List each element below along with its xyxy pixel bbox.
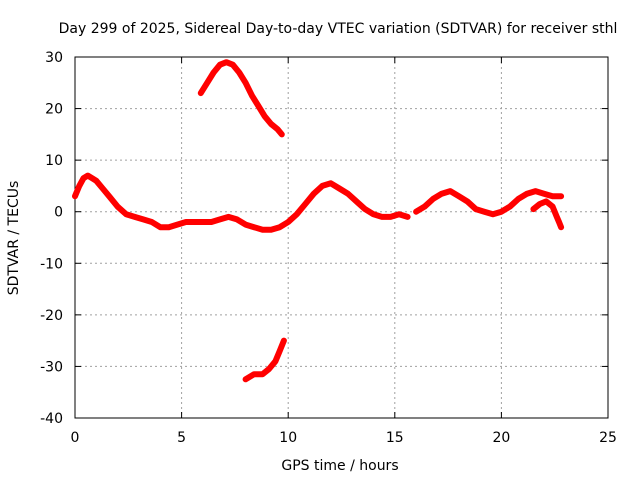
series-line-upper-arc [197,59,285,138]
plot-frame [74,56,609,419]
x-tick-label: 0 [71,430,80,446]
y-tick-labels: -40 -30 -20 -10 0 10 20 30 [40,50,63,427]
y-tick-label: 10 [45,153,63,169]
y-tick-label: -10 [40,256,63,272]
x-axis-label: GPS time / hours [281,458,398,474]
axis-ticks [74,56,609,419]
gridlines [75,57,608,418]
y-tick-label: 0 [54,205,63,221]
y-tick-label: -30 [40,359,63,375]
series-line-main [72,172,411,233]
x-tick-label: 20 [492,430,510,446]
series-line-main-late [413,188,565,218]
series-layer [72,59,565,383]
x-tick-label: 5 [177,430,186,446]
series-line-lower-arc [242,337,287,383]
series-line-tail [530,198,565,231]
x-tick-label: 15 [386,430,404,446]
y-axis-label: SDTVAR / TECUs [6,181,22,296]
chart-title: Day 299 of 2025, Sidereal Day-to-day VTE… [59,21,618,37]
y-tick-label: 30 [45,50,63,66]
x-tick-label: 10 [279,430,297,446]
y-tick-label: -40 [40,411,63,427]
x-tick-label: 25 [599,430,617,446]
y-tick-label: -20 [40,308,63,324]
y-tick-label: 20 [45,102,63,118]
x-tick-labels: 0 5 10 15 20 25 [71,430,617,446]
